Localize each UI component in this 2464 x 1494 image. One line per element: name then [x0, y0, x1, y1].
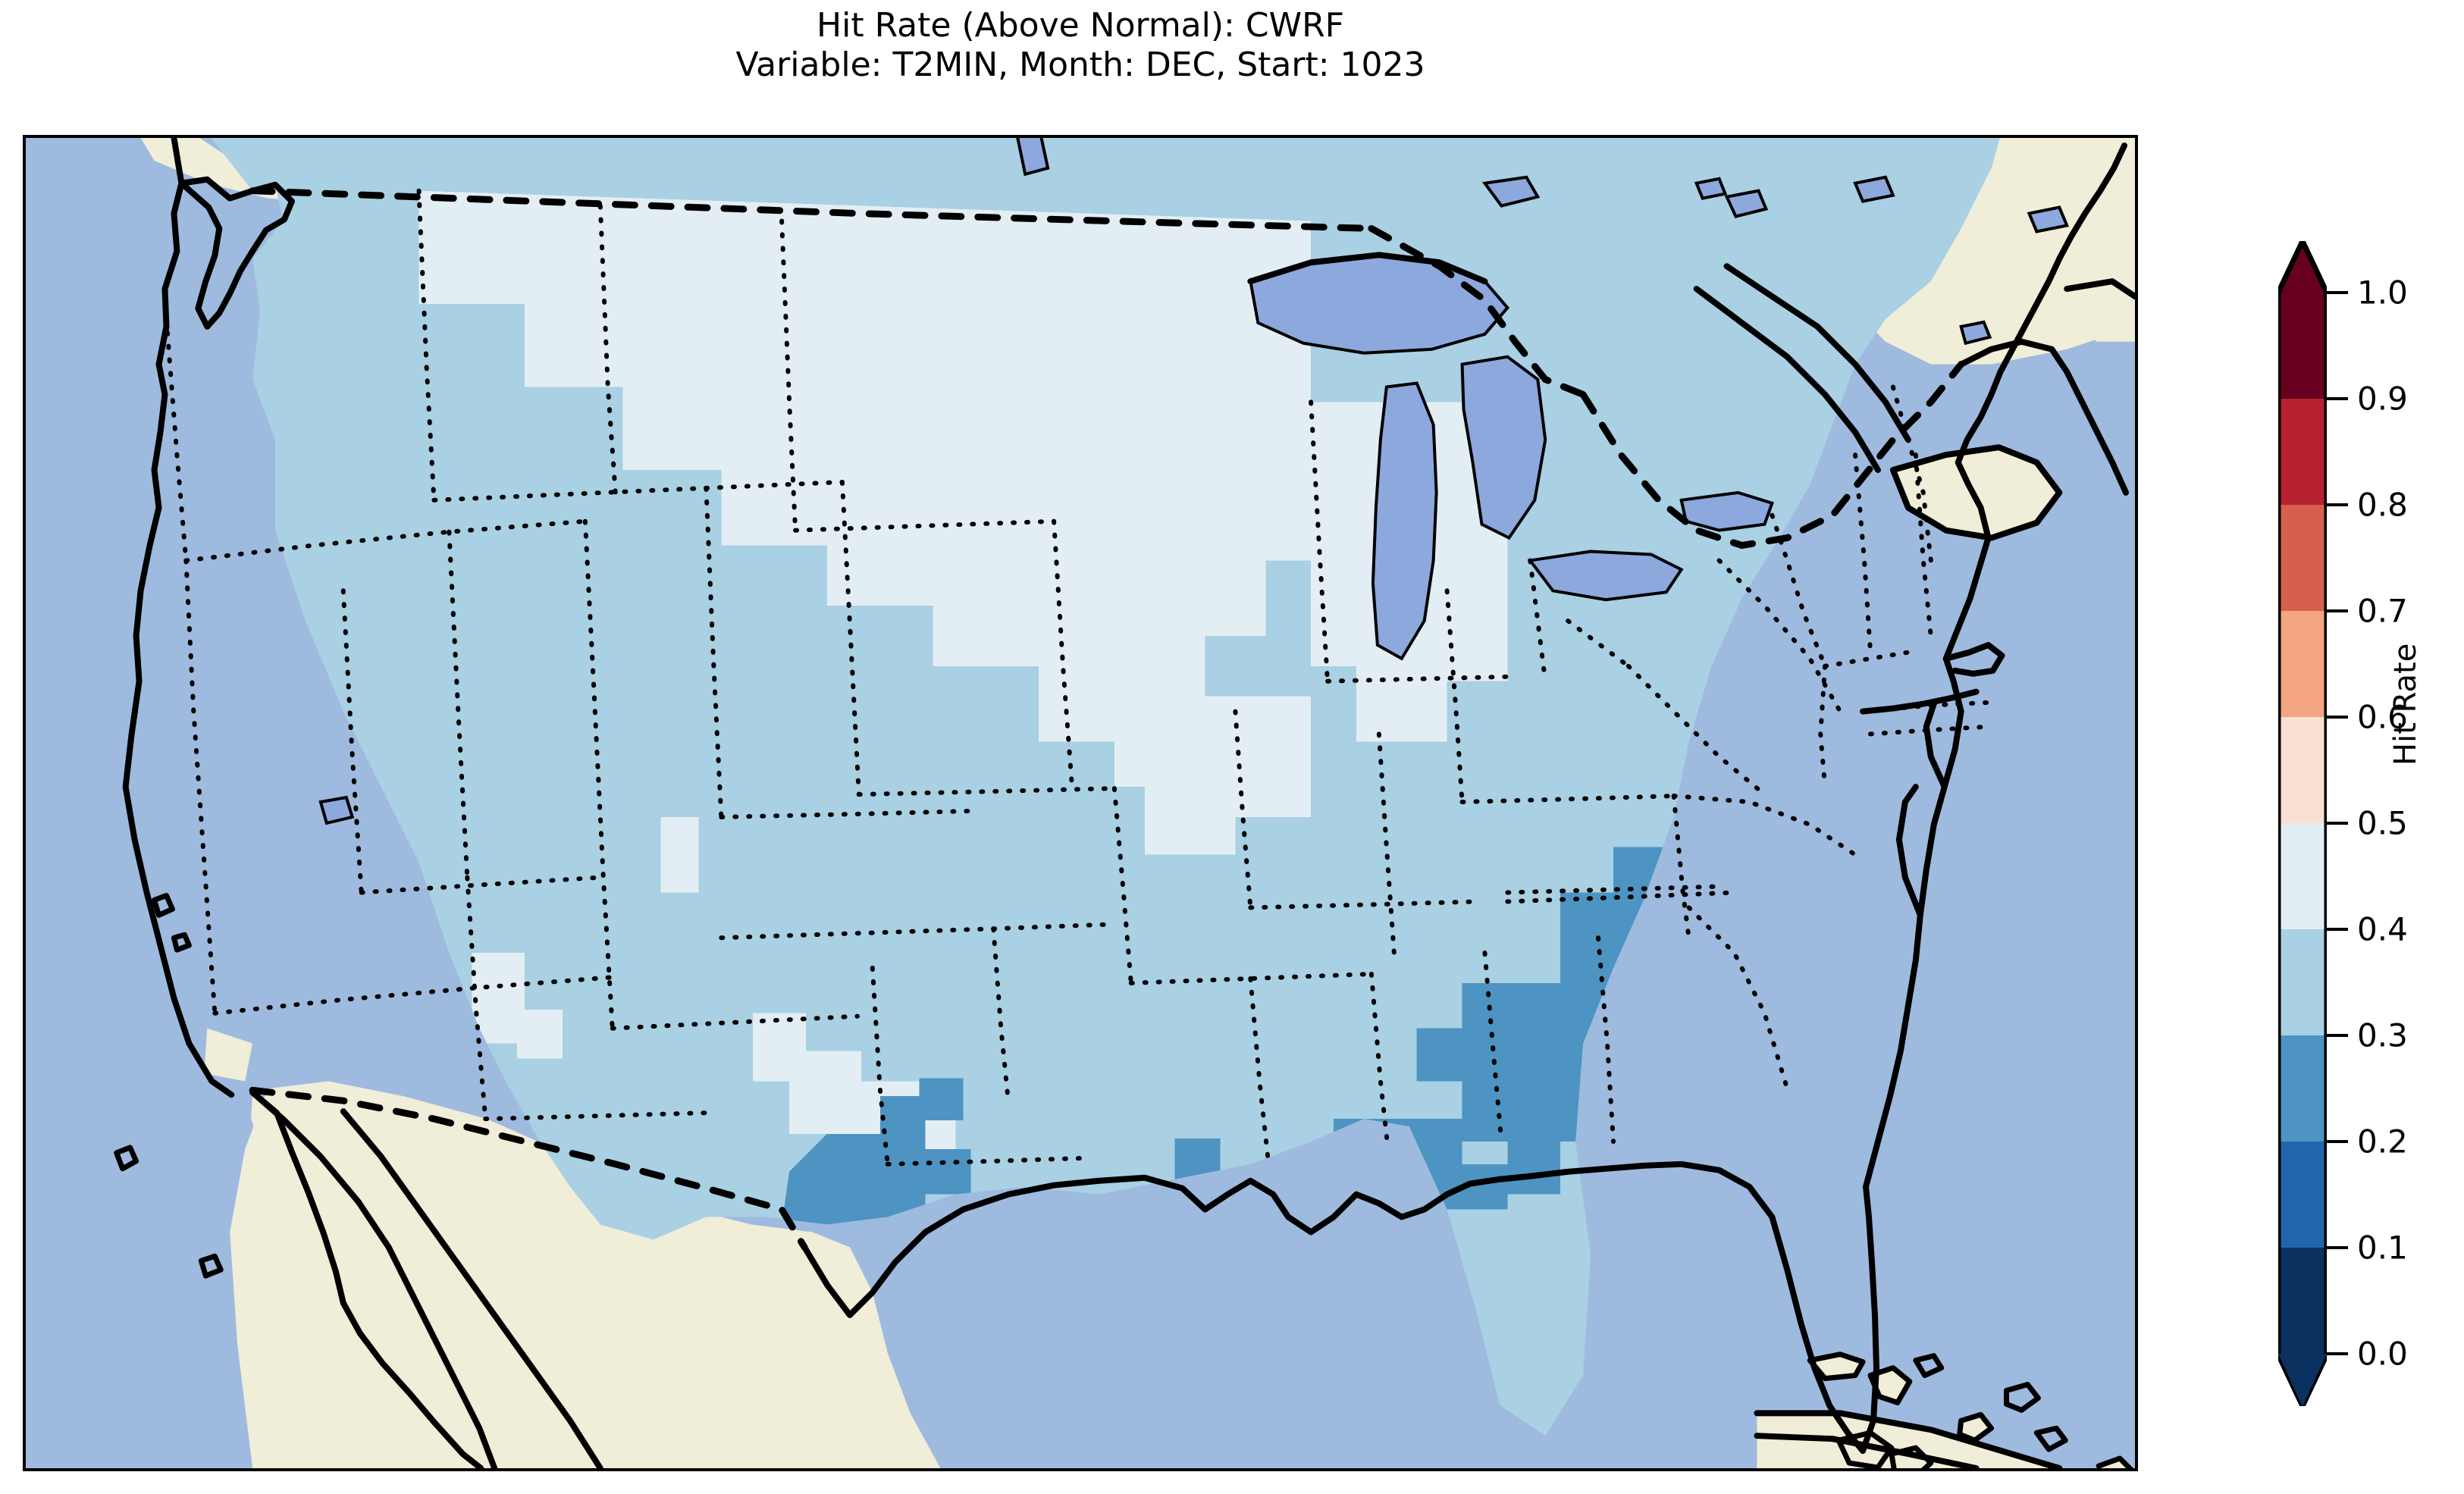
colorbar-tick-mark [2327, 822, 2348, 825]
colorbar-tick-label: 0.6 [2357, 698, 2408, 736]
great-lakes [318, 138, 2070, 825]
colorbar-band [2278, 1035, 2327, 1142]
colorbar-tick-label: 0.8 [2357, 486, 2408, 524]
map-plot-area [23, 135, 2138, 1471]
colorbar-band [2278, 505, 2327, 611]
colorbar-tick-label: 1.0 [2357, 274, 2408, 312]
colorbar-tick-mark [2327, 1034, 2348, 1037]
figure-title-block: Hit Rate (Above Normal): CWRF Variable: … [0, 6, 2161, 85]
colorbar-tick-mark [2327, 609, 2348, 612]
colorbar-tick-mark [2327, 397, 2348, 400]
colorbar-band [2278, 1248, 2327, 1354]
colorbar-tick-label: 0.9 [2357, 380, 2408, 418]
colorbar-band [2278, 823, 2327, 929]
colorbar-band [2278, 717, 2327, 823]
colorbar-band [2278, 293, 2327, 399]
colorbar-band [2278, 611, 2327, 717]
colorbar-tick-mark [2327, 1352, 2348, 1355]
colorbar-band [2278, 1142, 2327, 1248]
colorbar-band [2278, 399, 2327, 505]
colorbar-over-arrow [2278, 241, 2327, 294]
colorbar-band [2278, 929, 2327, 1035]
colorbar-bands [2278, 293, 2327, 1354]
colorbar-tick-label: 0.7 [2357, 592, 2408, 630]
colorbar-under-arrow [2278, 1354, 2327, 1407]
map-canvas [26, 138, 2135, 1468]
colorbar-ticks: 1.0 0.9 0.8 0.7 0.6 0.5 0.4 0.3 0.2 0.1 0.0 [2327, 241, 2464, 1406]
state-borders [164, 187, 1994, 1251]
colorbar-tick-label: 0.2 [2357, 1123, 2408, 1160]
colorbar[interactable] [2278, 241, 2327, 1407]
colorbar-tick-mark [2327, 716, 2348, 719]
colorbar-tick-label: 0.4 [2357, 910, 2408, 948]
page-title: Hit Rate (Above Normal): CWRF [817, 6, 1344, 45]
colorbar-tick-label: 0.5 [2357, 804, 2408, 842]
colorbar-tick-label: 0.3 [2357, 1016, 2408, 1054]
colorbar-tick-mark [2327, 1246, 2348, 1249]
coastlines [114, 138, 2135, 1468]
colorbar-tick-label: 0.1 [2357, 1229, 2408, 1267]
colorbar-tick-mark [2327, 503, 2348, 506]
colorbar-axis-label: Hit Rate [2388, 643, 2423, 766]
colorbar-tick-mark [2327, 291, 2348, 294]
colorbar-tick-mark [2327, 1140, 2348, 1143]
colorbar-tick-label: 0.0 [2357, 1335, 2408, 1373]
colorbar-tick-mark [2327, 928, 2348, 931]
figure-subtitle: Variable: T2MIN, Month: DEC, Start: 1023 [735, 45, 1425, 84]
